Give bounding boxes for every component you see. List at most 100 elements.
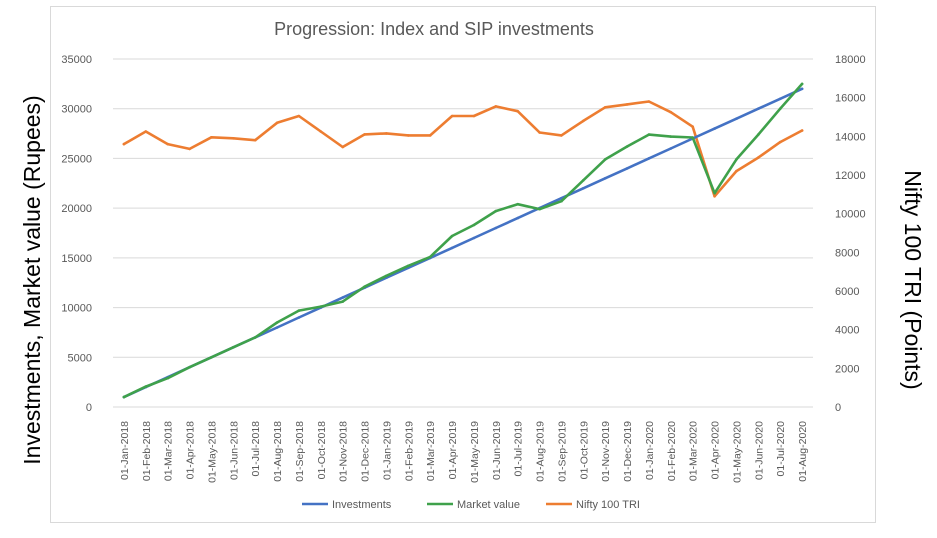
x-tick-label: 01-Dec-2019 xyxy=(622,421,634,482)
left-axis-title: Investments, Market value (Rupees) xyxy=(19,95,45,464)
data-point xyxy=(603,106,607,109)
x-tick-label: 01-Jul-2018 xyxy=(250,421,262,477)
data-point xyxy=(472,223,476,227)
data-point xyxy=(385,274,388,278)
data-point xyxy=(494,226,498,230)
x-tick-label: 01-Feb-2018 xyxy=(141,421,153,481)
x-tick-label: 01-Jan-2020 xyxy=(644,421,656,480)
data-point xyxy=(407,134,410,137)
data-point xyxy=(647,133,651,136)
left-axis-ticks: 0 5000 10000 15000 20000 25000 30000 35000 xyxy=(61,54,92,414)
data-point xyxy=(713,127,716,130)
data-point xyxy=(363,133,366,136)
data-point xyxy=(341,296,345,299)
data-point xyxy=(735,117,738,120)
data-point xyxy=(144,130,148,133)
data-point xyxy=(363,285,366,289)
data-point xyxy=(450,114,454,118)
x-tick-label: 01-Aug-2020 xyxy=(797,421,809,482)
data-point xyxy=(297,114,301,118)
data-point xyxy=(735,158,738,161)
data-point xyxy=(319,130,323,133)
data-point xyxy=(582,119,585,123)
data-point xyxy=(800,82,804,86)
data-point xyxy=(450,246,454,250)
data-point xyxy=(778,107,782,110)
data-point xyxy=(275,121,279,125)
data-point xyxy=(713,191,716,195)
gridlines xyxy=(113,58,813,408)
data-point xyxy=(253,336,257,339)
data-point xyxy=(603,158,607,161)
y2-tick-label: 8000 xyxy=(835,247,859,259)
data-point xyxy=(341,300,345,303)
y2-tick-label: 6000 xyxy=(835,286,859,298)
data-point xyxy=(560,134,563,137)
data-point xyxy=(494,209,498,213)
x-tick-label: 01-Jun-2019 xyxy=(491,421,503,480)
x-tick-label: 01-Jun-2020 xyxy=(753,421,765,480)
y-tick-label: 25000 xyxy=(61,153,92,165)
data-point xyxy=(297,309,301,312)
data-point xyxy=(188,365,191,369)
legend-label: Market value xyxy=(457,499,520,511)
x-tick-label: 01-Jul-2020 xyxy=(775,421,787,477)
data-point xyxy=(275,326,279,329)
data-point xyxy=(538,207,541,211)
y2-tick-label: 2000 xyxy=(835,363,859,375)
data-point xyxy=(166,376,169,380)
data-point xyxy=(516,216,519,220)
x-tick-label: 01-Mar-2020 xyxy=(688,421,700,481)
x-tick-label: 01-Apr-2018 xyxy=(185,421,197,480)
data-point xyxy=(319,305,323,308)
data-point xyxy=(407,264,410,268)
data-point xyxy=(800,87,804,91)
y2-tick-label: 12000 xyxy=(835,170,866,182)
x-tick-label: 01-Feb-2019 xyxy=(403,421,415,481)
y2-tick-label: 4000 xyxy=(835,325,859,337)
data-point xyxy=(472,114,476,118)
data-point xyxy=(625,145,629,148)
y2-tick-label: 14000 xyxy=(835,131,866,143)
legend-label: Investments xyxy=(332,499,392,511)
data-point xyxy=(232,137,235,140)
data-point xyxy=(647,100,651,103)
data-point xyxy=(341,145,345,149)
x-tick-label: 01-Apr-2020 xyxy=(710,421,722,480)
data-point xyxy=(691,125,694,128)
data-point xyxy=(428,255,432,259)
data-point xyxy=(625,167,629,170)
data-point xyxy=(232,346,235,349)
x-tick-label: 01-Feb-2020 xyxy=(666,421,678,481)
data-point xyxy=(188,147,191,151)
data-point xyxy=(122,142,126,146)
y2-tick-label: 10000 xyxy=(835,209,866,221)
x-tick-label: 01-May-2019 xyxy=(469,421,481,483)
y-tick-label: 0 xyxy=(86,402,92,414)
y2-tick-label: 0 xyxy=(835,402,841,414)
series-lines xyxy=(122,82,804,399)
x-tick-label: 01-Mar-2018 xyxy=(163,421,175,481)
x-tick-label: 01-Jan-2018 xyxy=(119,421,131,480)
y-tick-label: 35000 xyxy=(61,54,92,66)
x-tick-label: 01-Sep-2018 xyxy=(294,421,306,482)
data-point xyxy=(603,177,607,180)
x-tick-label: 01-Aug-2018 xyxy=(272,421,284,482)
x-tick-label: 01-Apr-2019 xyxy=(447,421,459,480)
x-tick-label: 01-Dec-2018 xyxy=(360,421,372,482)
data-point xyxy=(778,140,782,144)
x-axis-ticks: 01-Jan-2018 01-Feb-2018 01-Mar-2018 01-Apr-… xyxy=(119,421,809,483)
data-point xyxy=(428,134,432,137)
data-point xyxy=(275,321,279,324)
data-point xyxy=(669,147,673,150)
x-tick-label: 01-Oct-2019 xyxy=(578,421,590,480)
data-point xyxy=(582,187,585,190)
data-point xyxy=(757,133,760,136)
data-point xyxy=(778,97,782,101)
x-tick-label: 01-Nov-2018 xyxy=(338,421,350,482)
data-point xyxy=(800,129,804,132)
data-point xyxy=(582,179,585,182)
data-point xyxy=(691,136,694,139)
data-point xyxy=(538,131,541,134)
